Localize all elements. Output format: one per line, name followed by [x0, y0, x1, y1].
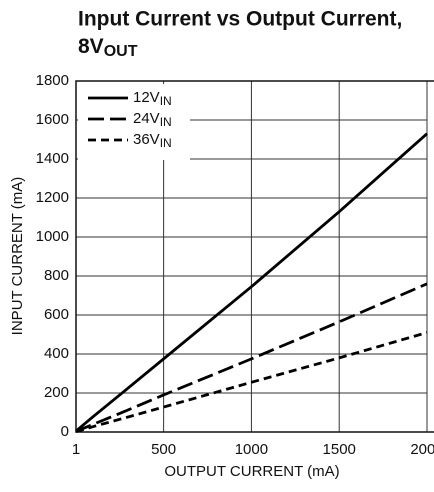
x-tick-label: 1500 — [323, 441, 356, 458]
plot-frame — [75, 80, 434, 433]
legend-name: 36V — [133, 131, 160, 148]
y-tick-label: 1800 — [36, 72, 69, 89]
y-tick-label: 1200 — [36, 189, 69, 206]
x-tick-label: 2000 — [410, 441, 434, 458]
legend-label: 36VIN — [133, 131, 172, 150]
x-tick-label: 1000 — [235, 441, 268, 458]
y-axis-label: INPUT CURRENT (mA) — [9, 177, 26, 336]
title-subscript: OUT — [104, 43, 138, 60]
x-tick-label: 1 — [72, 441, 80, 458]
y-tick-label: 1600 — [36, 111, 69, 128]
title-part: 8V — [78, 35, 104, 58]
y-tick-label: 200 — [44, 384, 69, 401]
y-tick-label: 800 — [44, 267, 69, 284]
legend-subscript: IN — [160, 94, 172, 108]
series-line — [75, 132, 428, 433]
x-axis-label: OUTPUT CURRENT (mA) — [164, 463, 339, 480]
chart-title: Input Current vs Output Current, — [78, 8, 402, 31]
legend-subscript: IN — [160, 136, 172, 150]
y-tick-label: 1000 — [36, 228, 69, 245]
legend-label: 12VIN — [133, 89, 172, 108]
legend-label: 24VIN — [133, 110, 172, 129]
legend-name: 24V — [133, 110, 160, 127]
series-line — [75, 282, 428, 433]
series-line — [75, 331, 428, 433]
chart-title: 8VOUT — [78, 35, 138, 61]
y-tick-label: 400 — [44, 345, 69, 362]
y-tick-label: 0 — [61, 423, 69, 440]
y-tick-label: 600 — [44, 306, 69, 323]
legend-name: 12V — [133, 89, 160, 106]
y-tick-label: 1400 — [36, 150, 69, 167]
legend-subscript: IN — [160, 115, 172, 129]
x-tick-label: 500 — [151, 441, 176, 458]
